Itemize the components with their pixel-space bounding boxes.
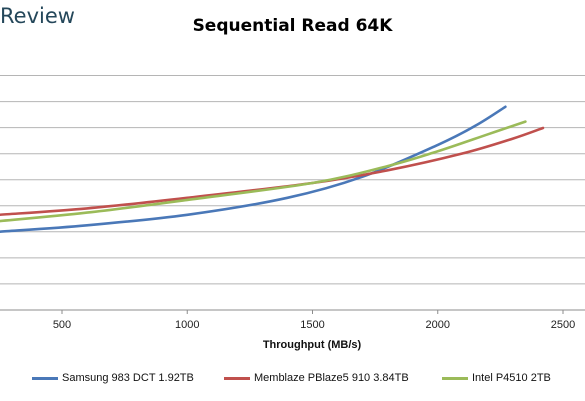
legend-label: Intel P4510 2TB [472, 372, 551, 384]
legend-item-samsung: Samsung 983 DCT 1.92TB [32, 372, 194, 384]
x-tick-label: 2000 [426, 319, 450, 331]
x-tick-label: 1000 [175, 319, 199, 331]
x-tick-label: 2500 [551, 319, 575, 331]
legend-item-intel: Intel P4510 2TB [442, 372, 551, 384]
legend-swatch [224, 376, 250, 380]
legend-swatch [442, 376, 468, 380]
series-lines [0, 105, 545, 233]
chart-title: Sequential Read 64K [192, 16, 393, 36]
brand-logo-text: Review [0, 4, 75, 28]
x-tick-label: 1500 [300, 319, 324, 331]
x-axis-ticks: 500 1000 1500 2000 2500 [53, 310, 575, 331]
legend-swatch [32, 376, 58, 380]
series-line-samsung [0, 105, 507, 233]
gridlines [0, 75, 585, 311]
x-tick-label: 500 [53, 319, 71, 331]
legend-label: Samsung 983 DCT 1.92TB [62, 372, 194, 384]
series-line-intel [0, 120, 527, 223]
legend-item-memblaze: Memblaze PBlaze5 910 3.84TB [224, 372, 409, 384]
legend: Samsung 983 DCT 1.92TB Memblaze PBlaze5 … [0, 372, 585, 390]
x-axis-label: Throughput (MB/s) [263, 339, 362, 351]
legend-label: Memblaze PBlaze5 910 3.84TB [254, 372, 409, 384]
